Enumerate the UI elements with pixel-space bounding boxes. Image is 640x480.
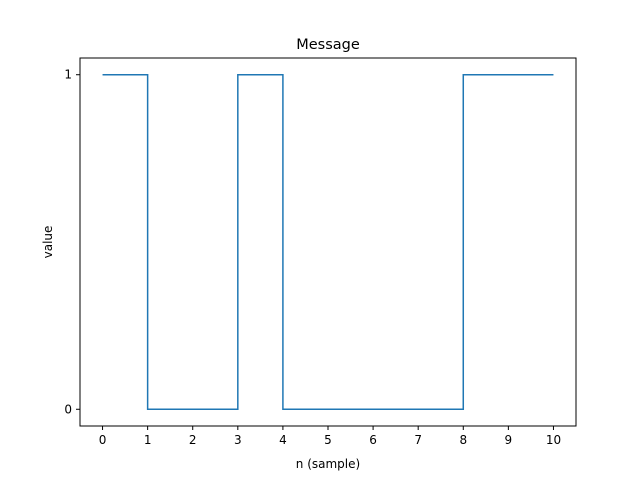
x-tick-label: 7 xyxy=(414,433,422,447)
plot-area xyxy=(102,73,554,411)
x-tick-label: 9 xyxy=(505,433,513,447)
chart-title: Message xyxy=(296,37,360,53)
x-axis-label: n (sample) xyxy=(296,457,360,471)
y-tick-label: 1 xyxy=(64,68,72,82)
x-tick-label: 6 xyxy=(369,433,377,447)
x-tick-label: 10 xyxy=(546,433,561,447)
x-tick-label: 5 xyxy=(324,433,332,447)
x-tick-label: 8 xyxy=(459,433,467,447)
x-tick-label: 3 xyxy=(234,433,242,447)
y-axis-label: value xyxy=(41,226,55,259)
x-tick-label: 4 xyxy=(279,433,287,447)
y-axis: 01 xyxy=(64,68,80,416)
x-tick-label: 0 xyxy=(99,433,107,447)
x-tick-label: 2 xyxy=(189,433,197,447)
y-tick-label: 0 xyxy=(64,402,72,416)
axes-frame xyxy=(79,57,577,427)
x-axis: 0 1 2 3 4 5 6 7 8 9 10 xyxy=(99,426,561,447)
x-tick-label: 1 xyxy=(144,433,152,447)
series-line-0 xyxy=(102,73,554,411)
